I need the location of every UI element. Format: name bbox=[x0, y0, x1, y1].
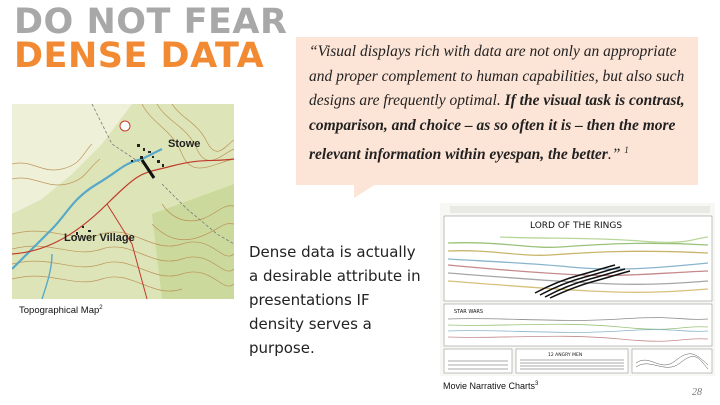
chart-caption-text: Movie Narrative Charts bbox=[443, 381, 536, 391]
map-caption: Topographical Map2 bbox=[19, 305, 103, 316]
quote-text: “Visual displays rich with data are not … bbox=[309, 40, 697, 168]
map-caption-footnote: 2 bbox=[99, 305, 103, 311]
body-text: Dense data is actually a desirable attri… bbox=[249, 243, 421, 357]
quote-callout-tail bbox=[354, 184, 376, 198]
slide-title-line1: DO NOT FEAR bbox=[14, 2, 288, 42]
map-label-village: Lower Village bbox=[64, 232, 135, 244]
chart-title-third: 12 ANGRY MEN bbox=[548, 352, 582, 358]
map-label-town: Stowe bbox=[168, 138, 200, 150]
slide-title-line2: DENSE DATA bbox=[14, 36, 265, 76]
chart-title-main: LORD OF THE RINGS bbox=[530, 221, 622, 231]
quote-callout bbox=[296, 37, 698, 185]
topographical-map-image: Stowe Lower Village bbox=[12, 104, 234, 299]
chart-caption-footnote: 3 bbox=[535, 381, 539, 387]
chart-title-second: STAR WARS bbox=[454, 309, 483, 315]
movie-narrative-charts-image: LORD OF THE RINGS STAR WARS 12 ANGRY bbox=[440, 203, 715, 376]
map-caption-text: Topographical Map bbox=[19, 305, 100, 317]
quote-bold: If the visual task is contrast, comparis… bbox=[309, 92, 685, 164]
quote-end: .” bbox=[607, 146, 625, 164]
quote-plain: “Visual displays rich with data are not … bbox=[309, 43, 685, 109]
chart-caption: Movie Narrative Charts3 bbox=[443, 381, 538, 391]
quote-footnote: 1 bbox=[624, 145, 629, 155]
slide-number: 28 bbox=[692, 387, 702, 398]
